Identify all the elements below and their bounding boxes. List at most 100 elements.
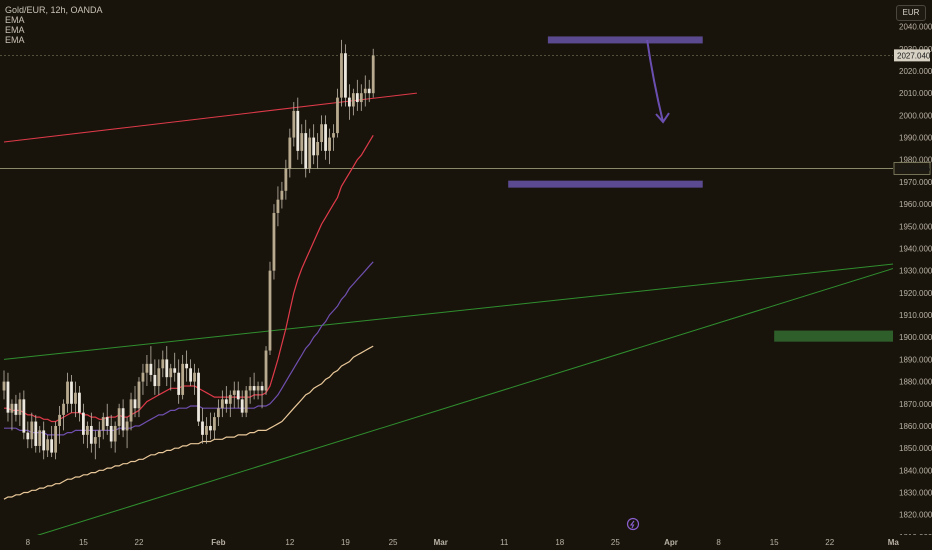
candle [359, 84, 363, 111]
down-arrow [646, 39, 664, 123]
candle [70, 374, 73, 413]
candle [347, 84, 351, 120]
candle [157, 359, 161, 395]
price-axis[interactable]: 1810.0001820.0001830.0001840.0001850.000… [893, 0, 932, 550]
candle [66, 372, 69, 413]
ema-legend-1[interactable]: EMA [5, 15, 25, 25]
y-tick-label: 1970.000 [899, 178, 932, 187]
candle-body [312, 137, 316, 156]
candle-body [125, 421, 129, 431]
y-tick-label: 2010.000 [899, 89, 932, 98]
candle [256, 381, 260, 400]
candle [205, 417, 208, 444]
candle [30, 412, 34, 449]
ema-legend-3[interactable]: EMA [5, 35, 25, 45]
y-tick-label: 1850.000 [899, 444, 932, 453]
y-tick-label: 1870.000 [899, 400, 932, 409]
candle [74, 381, 77, 418]
candle-body [117, 408, 121, 426]
candle-body [220, 399, 224, 409]
ema-fast-line [4, 134, 374, 423]
x-tick-label: 25 [611, 538, 620, 547]
candle-body [193, 372, 196, 382]
candle [201, 408, 204, 444]
x-tick-label: Feb [211, 538, 225, 547]
candle [117, 403, 121, 435]
candle [284, 159, 288, 200]
candle-body [157, 368, 161, 387]
candle-body [58, 414, 61, 426]
candle [54, 421, 58, 460]
candle-body [153, 374, 157, 387]
candle-body [308, 137, 312, 169]
candle [113, 421, 117, 453]
candle-body [22, 399, 26, 433]
candle-body [228, 394, 232, 404]
ema-slow-line [3, 345, 374, 500]
candle-body [347, 97, 351, 107]
candle [2, 370, 6, 400]
candle-body [328, 137, 331, 151]
x-tick-label: 25 [389, 538, 398, 547]
candle [161, 350, 165, 378]
target-zone [774, 330, 910, 342]
candle [141, 363, 145, 395]
candle-body [232, 390, 236, 395]
price-tag-label: 1976.066 [897, 164, 931, 173]
candle [101, 412, 105, 440]
time-axis[interactable]: 8 15 22 Feb 12 19 25 Mar 11 18 25 Apr 8 15 22 Ma [0, 535, 932, 550]
x-tick-label: 11 [500, 538, 509, 547]
candle [252, 372, 256, 400]
candle-body [70, 381, 73, 404]
candle-body [141, 372, 145, 382]
candle [137, 377, 141, 418]
candle [244, 386, 248, 418]
currency-button[interactable]: EUR [896, 5, 926, 21]
y-tick-label: 1940.000 [899, 244, 932, 253]
ema-legend-2[interactable]: EMA [5, 25, 25, 35]
candle [232, 381, 236, 409]
candle-body [105, 417, 109, 426]
candle-body [26, 432, 30, 440]
candle [228, 390, 232, 418]
candle-body [296, 110, 300, 151]
x-tick-label: 22 [825, 538, 834, 547]
candle [328, 128, 331, 165]
candle-body [129, 399, 133, 422]
candle-body [93, 437, 97, 444]
candle-body [248, 386, 252, 391]
candle-body [284, 168, 288, 191]
candle [153, 359, 157, 395]
candle [149, 346, 153, 382]
candle-body [205, 425, 208, 435]
resistance-zone [547, 36, 703, 44]
candle [50, 425, 54, 458]
y-tick-label: 2020.000 [899, 67, 932, 76]
candle [272, 204, 276, 280]
candle [46, 434, 50, 458]
symbol-title[interactable]: Gold/EUR, 12h, OANDA [5, 5, 103, 15]
snapshot-icon[interactable] [626, 517, 640, 531]
candle-body [50, 439, 54, 453]
x-tick-label: Ma [888, 538, 900, 547]
candle [264, 346, 268, 395]
candle-body [181, 363, 185, 395]
candle [296, 97, 300, 160]
candle [316, 133, 320, 169]
candle [93, 430, 97, 460]
candle-body [149, 363, 153, 375]
candle [165, 346, 169, 387]
candle [213, 412, 216, 440]
candle [6, 372, 10, 422]
candle-body [78, 392, 81, 413]
candle [209, 412, 212, 440]
candle [18, 392, 22, 426]
candle-body [272, 212, 276, 271]
candle [371, 48, 375, 98]
candle [300, 124, 304, 165]
candle [125, 417, 129, 449]
candle-body [54, 425, 58, 453]
y-tick-label: 1900.000 [899, 333, 932, 342]
candle [288, 128, 292, 178]
